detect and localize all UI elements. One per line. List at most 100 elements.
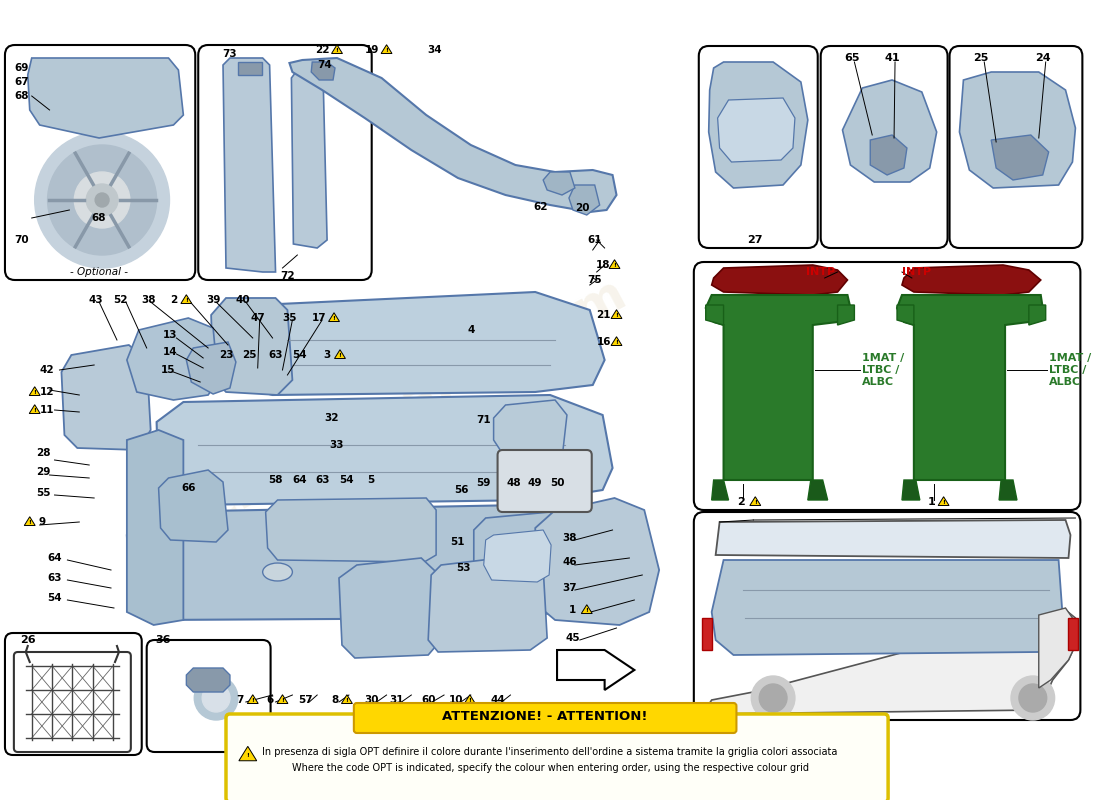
Text: 25: 25 [974, 53, 989, 63]
Polygon shape [543, 172, 575, 195]
Polygon shape [239, 746, 256, 761]
FancyBboxPatch shape [198, 45, 372, 280]
Polygon shape [712, 560, 1063, 655]
Text: INTP: INTP [902, 267, 931, 277]
Text: 62: 62 [532, 202, 548, 212]
FancyBboxPatch shape [146, 640, 271, 752]
FancyBboxPatch shape [226, 714, 888, 800]
Polygon shape [716, 520, 1070, 558]
Polygon shape [1028, 305, 1046, 325]
Ellipse shape [263, 563, 293, 581]
Text: 24: 24 [1035, 53, 1050, 63]
Text: 70: 70 [14, 235, 29, 245]
Circle shape [75, 172, 130, 228]
Text: 8: 8 [331, 695, 339, 705]
Text: !: ! [345, 698, 349, 703]
Text: 42: 42 [40, 365, 54, 375]
Polygon shape [464, 694, 475, 703]
Polygon shape [265, 498, 436, 562]
Text: !: ! [246, 754, 250, 758]
Polygon shape [896, 295, 1043, 480]
Text: !: ! [613, 263, 616, 268]
Text: 66: 66 [182, 483, 196, 493]
Text: 68: 68 [14, 91, 29, 101]
Text: 55: 55 [36, 488, 51, 498]
Text: Where the code OPT is indicated, specify the colour when entering order, using t: Where the code OPT is indicated, specify… [292, 763, 808, 773]
Text: 31: 31 [389, 695, 404, 705]
Polygon shape [837, 305, 855, 325]
Polygon shape [213, 292, 605, 395]
Polygon shape [30, 386, 40, 395]
Polygon shape [706, 295, 850, 480]
Text: 32: 32 [324, 413, 339, 423]
Text: 19: 19 [364, 45, 378, 55]
Text: !: ! [332, 316, 336, 321]
Text: 3: 3 [323, 350, 331, 360]
Text: 57: 57 [298, 695, 312, 705]
Circle shape [1019, 684, 1047, 712]
Polygon shape [536, 498, 659, 625]
Polygon shape [158, 470, 228, 542]
Text: 1: 1 [570, 605, 576, 615]
Text: 9: 9 [39, 517, 45, 527]
FancyBboxPatch shape [698, 46, 817, 248]
Text: 2: 2 [169, 295, 177, 305]
Text: 68: 68 [92, 213, 107, 223]
Text: !: ! [754, 500, 757, 505]
Circle shape [195, 676, 238, 720]
Text: 39: 39 [206, 295, 220, 305]
Text: 67: 67 [14, 77, 29, 87]
FancyBboxPatch shape [497, 450, 592, 512]
Polygon shape [612, 310, 621, 318]
FancyBboxPatch shape [6, 45, 196, 280]
Text: 18: 18 [595, 260, 609, 270]
Polygon shape [1038, 608, 1076, 688]
Text: 36: 36 [156, 635, 172, 645]
Polygon shape [581, 605, 592, 614]
Text: 23: 23 [219, 350, 233, 360]
Text: 12: 12 [40, 387, 54, 397]
Polygon shape [334, 350, 345, 358]
Text: 25: 25 [242, 350, 257, 360]
Text: 65: 65 [845, 53, 860, 63]
Text: 48: 48 [506, 478, 520, 488]
Polygon shape [341, 694, 352, 703]
Text: !: ! [33, 408, 36, 413]
Text: !: ! [339, 353, 341, 358]
Text: !: ! [280, 698, 284, 703]
Polygon shape [311, 62, 336, 80]
Polygon shape [557, 650, 635, 690]
Polygon shape [902, 480, 920, 500]
Text: 33: 33 [330, 440, 344, 450]
Polygon shape [902, 265, 1041, 295]
Text: 59: 59 [476, 478, 491, 488]
Text: 63: 63 [315, 475, 329, 485]
Polygon shape [238, 62, 262, 75]
Text: 58: 58 [268, 475, 283, 485]
Text: !: ! [469, 698, 471, 703]
Polygon shape [30, 405, 40, 414]
Polygon shape [223, 58, 275, 272]
Text: !: ! [385, 48, 388, 53]
Polygon shape [329, 313, 340, 322]
Polygon shape [331, 45, 342, 54]
Text: 34: 34 [427, 45, 441, 55]
Text: In presenza di sigla OPT definire il colore durante l'inserimento dell'ordine a : In presenza di sigla OPT definire il col… [263, 747, 838, 757]
Text: 10: 10 [449, 695, 463, 705]
Polygon shape [870, 135, 906, 175]
Polygon shape [938, 497, 949, 506]
Text: 14: 14 [163, 347, 178, 357]
Text: 51: 51 [451, 537, 465, 547]
Text: 1MAT /
LTBC /
ALBC: 1MAT / LTBC / ALBC [862, 354, 904, 386]
Polygon shape [708, 62, 807, 188]
Text: 71: 71 [476, 415, 491, 425]
Text: 47: 47 [251, 313, 265, 323]
Text: 63: 63 [47, 573, 62, 583]
Circle shape [751, 676, 795, 720]
Text: 1: 1 [927, 497, 936, 507]
Circle shape [202, 684, 230, 712]
Text: 64: 64 [292, 475, 307, 485]
Polygon shape [126, 318, 218, 400]
Text: 7: 7 [236, 695, 243, 705]
Polygon shape [180, 294, 191, 303]
